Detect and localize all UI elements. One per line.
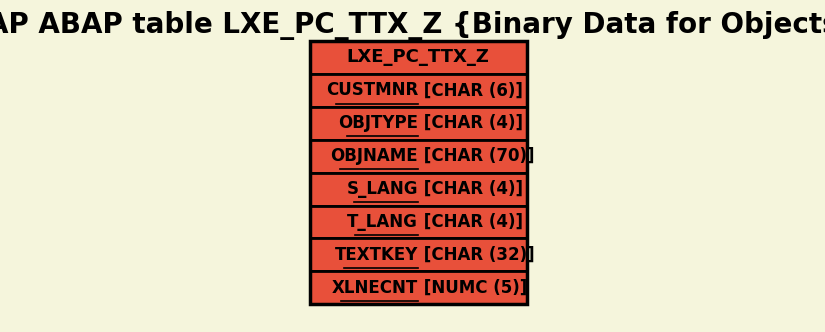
FancyBboxPatch shape <box>310 41 526 74</box>
FancyBboxPatch shape <box>310 74 526 107</box>
Text: [CHAR (70)]: [CHAR (70)] <box>418 147 535 165</box>
Text: T_LANG: T_LANG <box>347 213 418 231</box>
FancyBboxPatch shape <box>310 238 526 271</box>
Text: [NUMC (5)]: [NUMC (5)] <box>418 279 527 297</box>
FancyBboxPatch shape <box>310 140 526 173</box>
FancyBboxPatch shape <box>310 206 526 238</box>
Text: [CHAR (4)]: [CHAR (4)] <box>418 114 523 132</box>
Text: OBJTYPE: OBJTYPE <box>338 114 418 132</box>
Text: LXE_PC_TTX_Z: LXE_PC_TTX_Z <box>346 48 489 66</box>
Text: [CHAR (4)]: [CHAR (4)] <box>418 180 523 198</box>
Text: XLNECNT: XLNECNT <box>332 279 418 297</box>
FancyBboxPatch shape <box>310 107 526 140</box>
Text: CUSTMNR: CUSTMNR <box>326 81 418 99</box>
Text: S_LANG: S_LANG <box>346 180 418 198</box>
Text: [CHAR (32)]: [CHAR (32)] <box>418 246 535 264</box>
FancyBboxPatch shape <box>310 173 526 206</box>
Text: [CHAR (6)]: [CHAR (6)] <box>418 81 523 99</box>
Text: SAP ABAP table LXE_PC_TTX_Z {Binary Data for Objects}: SAP ABAP table LXE_PC_TTX_Z {Binary Data… <box>0 11 825 40</box>
Text: TEXTKEY: TEXTKEY <box>335 246 418 264</box>
Text: OBJNAME: OBJNAME <box>331 147 418 165</box>
FancyBboxPatch shape <box>310 271 526 304</box>
Text: [CHAR (4)]: [CHAR (4)] <box>418 213 523 231</box>
